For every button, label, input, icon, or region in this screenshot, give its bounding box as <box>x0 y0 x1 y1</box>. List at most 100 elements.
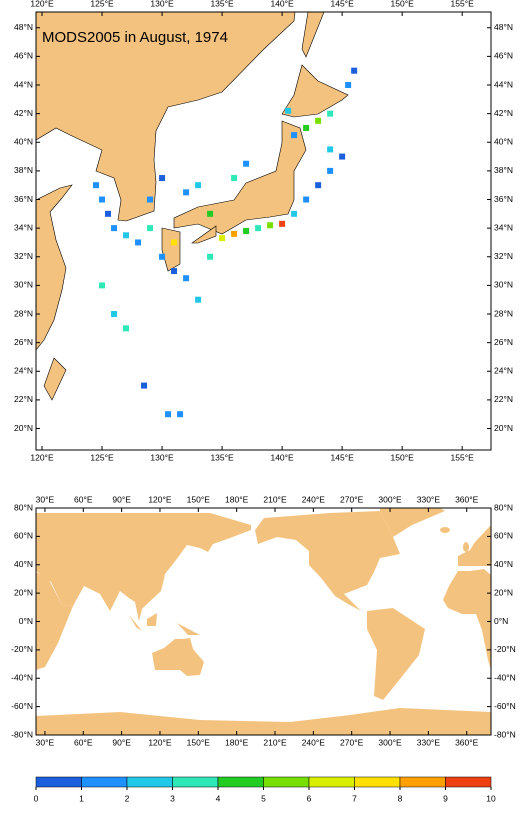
observation <box>123 325 130 332</box>
y-tick-label: 24°N <box>14 366 33 376</box>
observation <box>99 196 106 203</box>
x-tick-label: 150°E <box>391 452 415 462</box>
observation <box>351 67 358 74</box>
y-tick-label: -60°N <box>11 701 33 711</box>
y-tick-label: 26°N <box>14 337 33 347</box>
x-tick-label: 155°E <box>451 452 475 462</box>
observation <box>99 282 106 289</box>
x-tick-label: 120°E <box>30 0 54 8</box>
y-tick-label: 0°N <box>494 616 508 626</box>
y-tick-label: 44°N <box>494 79 513 89</box>
observation <box>141 382 148 389</box>
y-tick-label: 30°N <box>14 280 33 290</box>
colorbar-label: 6 <box>307 793 312 803</box>
y-tick-label: 34°N <box>494 222 513 232</box>
observation <box>219 235 226 242</box>
x-tick-label: 150°E <box>187 737 211 747</box>
y-tick-label: -60°N <box>494 701 516 711</box>
observation <box>231 175 238 182</box>
x-tick-label: 150°E <box>391 0 415 8</box>
observation <box>195 296 202 303</box>
y-tick-label: 40°N <box>494 137 513 147</box>
x-tick-label: 125°E <box>90 452 114 462</box>
y-tick-label: 42°N <box>494 108 513 118</box>
x-tick-label: 330°E <box>417 494 441 504</box>
observation <box>183 275 190 282</box>
x-tick-label: 180°E <box>225 737 249 747</box>
y-tick-label: 80°N <box>494 502 513 512</box>
observation <box>279 220 286 227</box>
observation <box>315 117 322 124</box>
colorbar-label: 4 <box>216 793 221 803</box>
x-tick-label: 90°E <box>112 494 131 504</box>
observation <box>207 210 214 217</box>
y-tick-label: 46°N <box>14 51 33 61</box>
y-tick-label: 28°N <box>14 308 33 318</box>
y-tick-label: 40°N <box>494 559 513 569</box>
y-tick-label: 40°N <box>14 137 33 147</box>
observation <box>159 253 166 260</box>
colorbar-label: 1 <box>79 793 84 803</box>
y-tick-label: -40°N <box>494 673 516 683</box>
colorbar-label: 9 <box>443 793 448 803</box>
observation <box>147 225 154 232</box>
colorbar-label: 0 <box>34 793 39 803</box>
observation <box>291 210 298 217</box>
x-tick-label: 270°E <box>340 494 364 504</box>
x-tick-label: 135°E <box>210 0 234 8</box>
y-tick-label: 44°N <box>14 79 33 89</box>
regional-land <box>36 12 349 401</box>
y-tick-label: 36°N <box>494 194 513 204</box>
y-tick-label: 30°N <box>494 280 513 290</box>
x-tick-label: 210°E <box>263 737 287 747</box>
observation <box>177 411 184 418</box>
x-tick-label: 300°E <box>378 494 402 504</box>
y-tick-label: -20°N <box>494 644 516 654</box>
y-tick-label: 20°N <box>14 423 33 433</box>
y-tick-label: 48°N <box>14 22 33 32</box>
observation <box>243 160 250 167</box>
y-tick-label: 28°N <box>494 308 513 318</box>
colorbar-label: 10 <box>486 793 496 803</box>
y-tick-label: 34°N <box>14 222 33 232</box>
colorbar-label: 3 <box>170 793 175 803</box>
colorbar-segment <box>445 776 492 788</box>
y-tick-label: 22°N <box>14 394 33 404</box>
colorbar-label: 2 <box>125 793 130 803</box>
x-tick-label: 145°E <box>331 452 355 462</box>
x-tick-label: 135°E <box>210 452 234 462</box>
observation <box>195 182 202 189</box>
observation <box>165 411 172 418</box>
x-tick-label: 140°E <box>270 0 294 8</box>
x-tick-label: 240°E <box>302 494 326 504</box>
observation <box>303 196 310 203</box>
colorbar-segment <box>81 776 128 788</box>
y-tick-label: 26°N <box>494 337 513 347</box>
x-tick-label: 60°E <box>74 737 93 747</box>
x-tick-label: 145°E <box>331 0 355 8</box>
y-tick-label: 32°N <box>494 251 513 261</box>
observation <box>111 311 118 318</box>
y-tick-label: 0°N <box>19 616 33 626</box>
colorbar-segment <box>399 776 446 788</box>
colorbar-segment <box>126 776 173 788</box>
observation <box>303 124 310 131</box>
colorbar-label: 7 <box>352 793 357 803</box>
observation <box>291 132 298 139</box>
y-tick-label: -80°N <box>11 729 33 739</box>
x-tick-label: 130°E <box>150 0 174 8</box>
observation <box>135 239 142 246</box>
observation <box>327 167 334 174</box>
colorbar-label: 5 <box>261 793 266 803</box>
x-tick-label: 120°E <box>30 452 54 462</box>
observation <box>339 153 346 160</box>
y-tick-label: -40°N <box>11 673 33 683</box>
observation <box>315 182 322 189</box>
y-tick-label: -80°N <box>494 729 516 739</box>
x-tick-label: 360°E <box>455 737 479 747</box>
y-tick-label: 48°N <box>494 22 513 32</box>
colorbar-segment <box>308 776 355 788</box>
observation <box>123 232 130 239</box>
x-tick-label: 150°E <box>187 494 211 504</box>
observation <box>255 225 262 232</box>
